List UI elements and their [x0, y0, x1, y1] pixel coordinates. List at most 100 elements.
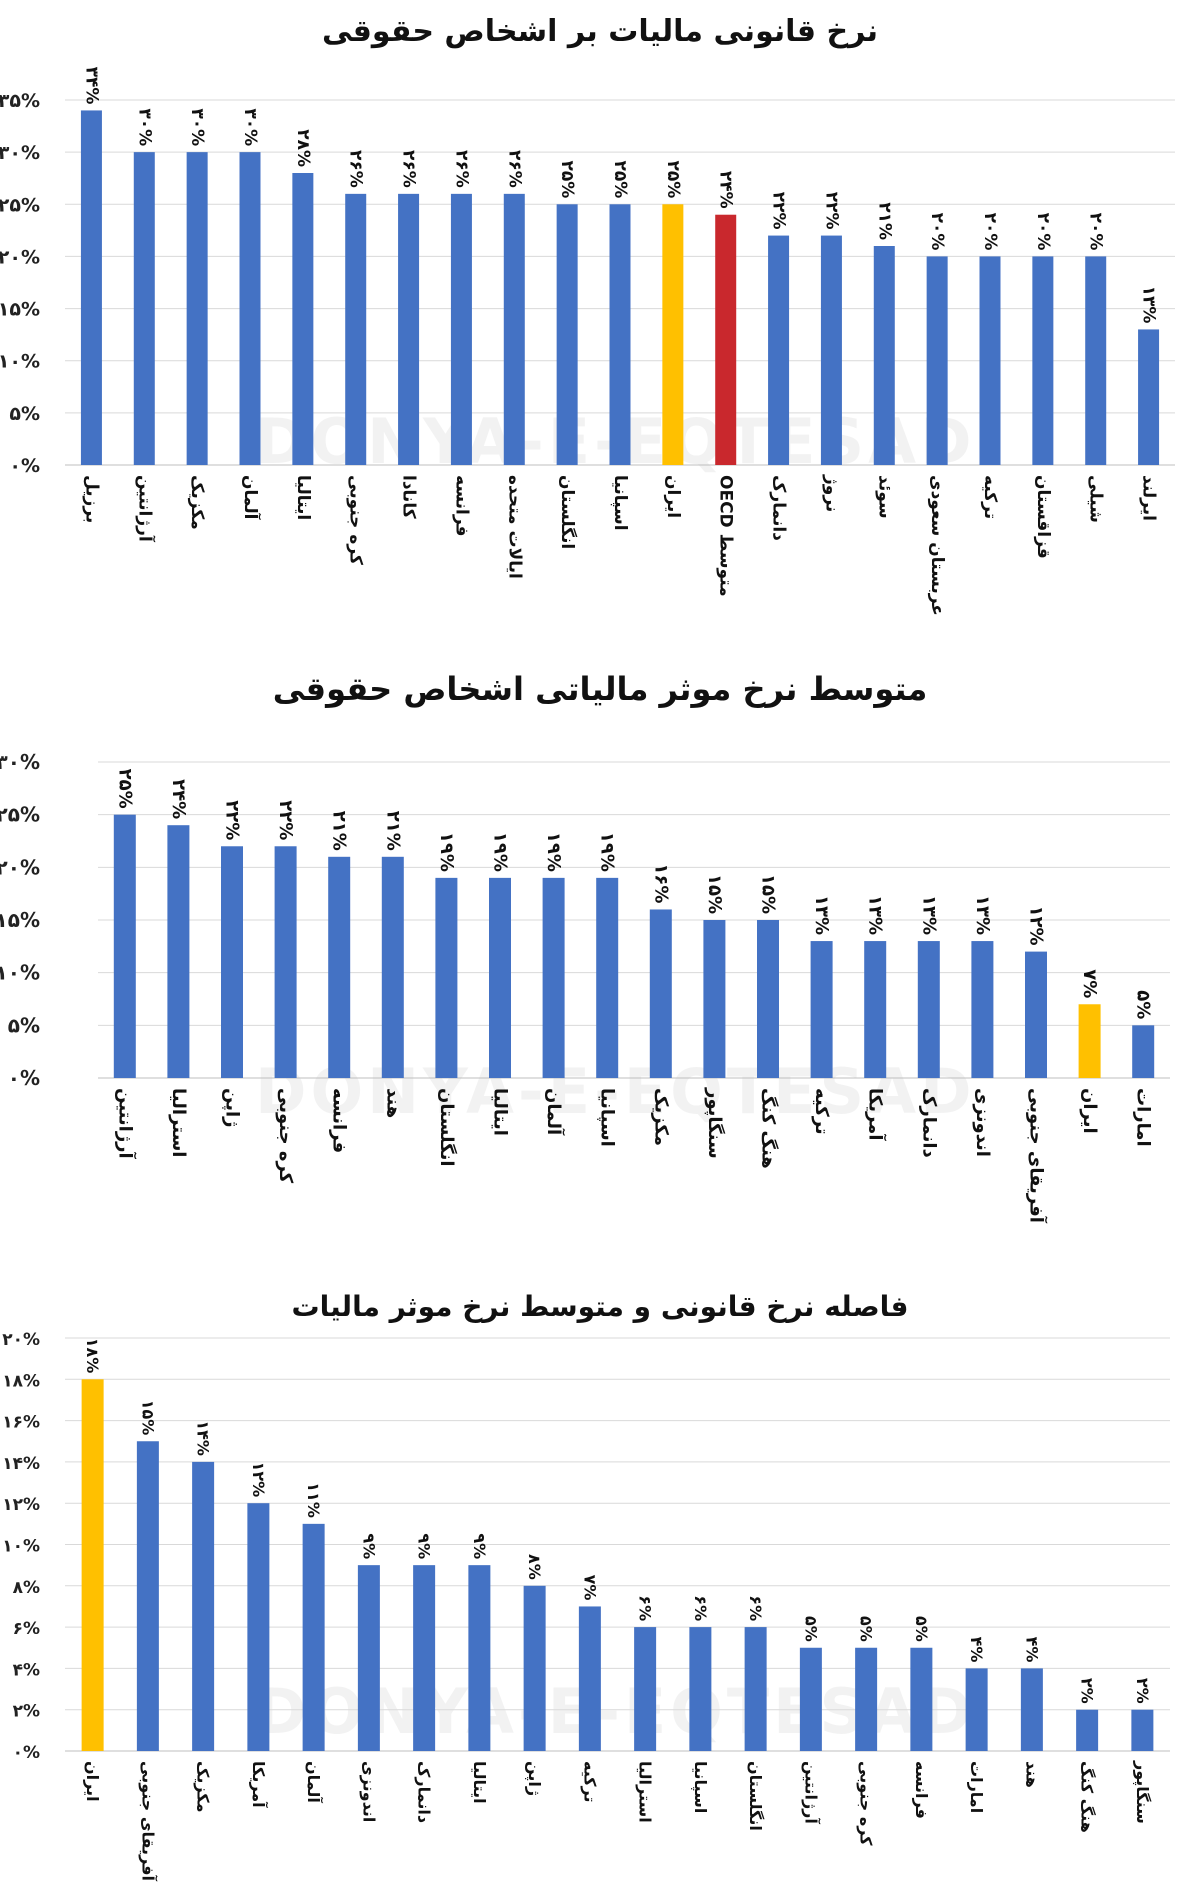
- value-label: ۳۰%: [134, 108, 154, 146]
- category-label: آلمان: [304, 1761, 324, 1803]
- bar: [186, 152, 208, 465]
- bar: [1132, 1025, 1155, 1078]
- bar: [768, 235, 790, 465]
- category-label: ژاپن: [524, 1761, 544, 1796]
- value-label: ۱۳%: [811, 895, 832, 935]
- chart-title: متوسط نرخ موثر مالیاتی اشخاص حقوقی: [272, 670, 928, 708]
- value-label: ۲۰%: [1033, 213, 1053, 251]
- value-label: ۵%: [801, 1616, 820, 1642]
- value-label: ۴%: [1022, 1637, 1041, 1663]
- bar: [239, 152, 261, 465]
- category-label: ایران: [83, 1761, 102, 1802]
- category-label: آفریقای جنوبی: [1026, 1088, 1049, 1224]
- category-label: سوئد: [874, 475, 894, 519]
- bar: [381, 856, 404, 1078]
- category-label: کره جنوبی: [346, 475, 366, 565]
- bar: [542, 877, 565, 1078]
- y-tick-label: ۲۰%: [0, 246, 40, 268]
- value-label: ۱۳%: [1139, 286, 1159, 324]
- value-label: ۲۲%: [769, 192, 789, 230]
- bar: [864, 941, 887, 1078]
- value-label: ۲۱%: [382, 811, 403, 851]
- category-label: آلمان: [240, 475, 262, 521]
- value-label: ۳۴%: [81, 67, 101, 105]
- category-label: انگلستان: [557, 475, 578, 549]
- category-label: دانمارک: [769, 475, 789, 541]
- bar: [971, 941, 994, 1078]
- y-tick-label: ۲۵%: [0, 803, 40, 827]
- category-label: ایتالیا: [490, 1088, 511, 1136]
- value-label: ۱۵%: [704, 874, 725, 914]
- value-label: ۱۲%: [249, 1462, 268, 1498]
- bar: [328, 856, 351, 1078]
- value-label: ۲۲%: [275, 800, 296, 840]
- category-label: امارات: [967, 1761, 986, 1813]
- y-tick-label: ۱۰%: [0, 961, 40, 985]
- value-label: ۶%: [691, 1595, 710, 1621]
- value-label: ۲۱%: [874, 202, 894, 240]
- bar: [274, 846, 297, 1078]
- bar: [810, 941, 833, 1078]
- category-label: کانادا: [399, 475, 419, 519]
- value-label: ۲۲%: [222, 800, 243, 840]
- value-label: ۲۶%: [399, 150, 419, 188]
- bar: [113, 814, 136, 1078]
- bar: [820, 235, 842, 465]
- value-label: ۱۵%: [138, 1400, 157, 1436]
- bar: [979, 256, 1001, 465]
- value-label: ۹%: [415, 1533, 434, 1559]
- bar: [468, 1565, 491, 1751]
- y-tick-label: ۲%: [13, 1702, 40, 1722]
- bar: [1085, 256, 1107, 465]
- bar: [1078, 1004, 1101, 1078]
- value-label: ۱۵%: [758, 874, 779, 914]
- chart-svg: ۰% ۲% ۴% ۶% ۸% ۱۰% ۱۲% ۱۴% ۱۶% ۱۸% ۲۰% ۱۸% ایران ۱۵% آ…: [2, 1330, 1170, 1881]
- value-label: ۱۴%: [194, 1420, 213, 1456]
- bar: [596, 877, 619, 1078]
- bar: [556, 204, 578, 466]
- bar: [715, 214, 737, 465]
- value-label: ۵%: [1133, 990, 1154, 1019]
- bar: [523, 1585, 546, 1751]
- value-label: ۱۹%: [490, 832, 511, 872]
- bar: [1020, 1668, 1043, 1751]
- chart-rate-gap: فاصله نرخ قانونی و متوسط نرخ موثر مالیات…: [0, 1280, 1200, 1900]
- category-label: ژاپن: [222, 1088, 243, 1128]
- value-label: ۲۰%: [927, 213, 947, 251]
- value-label: ۲۶%: [346, 150, 366, 188]
- value-label: ۲۸%: [293, 129, 313, 167]
- bar: [662, 204, 684, 466]
- category-label: عربستان سعودی: [927, 475, 947, 616]
- category-label: مکزیک: [187, 475, 207, 530]
- bar: [398, 193, 420, 465]
- category-label: ترکیه: [980, 475, 1000, 519]
- value-label: ۱۹%: [543, 832, 564, 872]
- y-tick-label: ۰%: [8, 1066, 40, 1090]
- bar: [855, 1647, 878, 1751]
- y-tick-label: ۰%: [9, 455, 40, 477]
- y-tick-label: ۸%: [13, 1578, 40, 1598]
- bar: [609, 204, 631, 466]
- y-tick-label: ۳۰%: [0, 750, 40, 774]
- y-tick-label: ۱۵%: [0, 299, 40, 321]
- bar: [926, 256, 948, 465]
- category-label: فرانسه: [451, 475, 471, 537]
- bar: [578, 1606, 601, 1751]
- category-label: هنگ کنگ: [758, 1088, 780, 1169]
- value-label: ۶%: [746, 1595, 765, 1621]
- value-label: ۲%: [1133, 1678, 1152, 1704]
- value-label: ۲۴%: [168, 779, 189, 819]
- chart-svg: ۰% ۵% ۱۰% ۱۵% ۲۰% ۲۵% ۳۰% ۳۵% ۳۴% برزیل ۳۰% آرژانتی…: [0, 67, 1175, 616]
- category-label: کره جنوبی: [275, 1088, 296, 1184]
- y-tick-label: ۲۰%: [2, 1330, 40, 1350]
- value-label: ۲۱%: [329, 811, 350, 851]
- category-label: نروژ: [821, 474, 841, 512]
- value-label: ۶%: [636, 1595, 655, 1621]
- bar: [81, 1379, 104, 1751]
- value-label: ۷%: [580, 1575, 599, 1601]
- bar: [703, 920, 726, 1078]
- y-tick-label: ۱۵%: [0, 908, 40, 932]
- value-label: ۱۸%: [83, 1338, 102, 1374]
- category-label: آفریقای جنوبی: [138, 1761, 158, 1881]
- value-label: ۸%: [525, 1554, 544, 1580]
